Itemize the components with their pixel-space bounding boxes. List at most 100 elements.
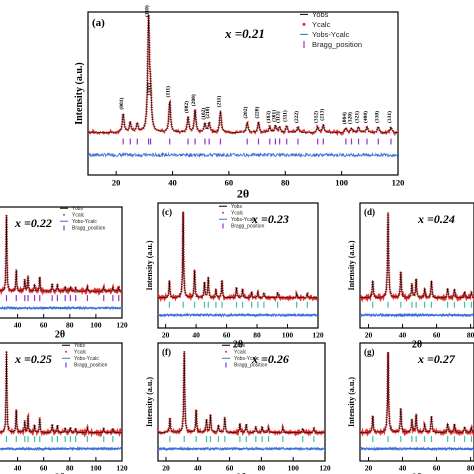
x-tick-label: 60	[433, 464, 441, 473]
legend-entry: Yobs-Ycalc	[231, 217, 256, 223]
y-axis-label: Intensity (a.u.)	[347, 377, 356, 427]
series-ycalc-line	[0, 351, 122, 433]
hkl-label: (321)	[354, 111, 361, 123]
x-tick-label: 20	[365, 331, 373, 340]
hkl-label: (400)	[362, 111, 369, 123]
x-tick-label: 120	[312, 331, 324, 340]
plot-area	[0, 214, 122, 311]
chart-panel-c: 20 40 60 80 100 120 2θ Intensity (a.u.) (c) x =0.…	[145, 202, 324, 351]
series-ycalc-line	[158, 211, 318, 299]
chart-panel-a: (001) (110) (101) (111) (002)(200)(102)(210)…	[74, 5, 404, 200]
panel-label: (d)	[364, 207, 375, 217]
hkl-label: (004)	[341, 112, 348, 124]
panel-label: (g)	[364, 347, 375, 357]
x-tick-label: 120	[116, 321, 128, 330]
hkl-label: (210)	[204, 106, 211, 118]
plot-area	[158, 351, 325, 452]
x-tick-label: 40	[399, 464, 407, 473]
chart-panel-f: 20 40 60 80 100 120 2θ Intensity (a.u.) (f) x =0.…	[145, 342, 331, 474]
x-tick-label: 60	[223, 331, 231, 340]
x-axis-label: 2θ	[237, 187, 249, 201]
x-tick-label: 60	[40, 464, 48, 473]
series-difference-line	[88, 151, 398, 159]
x-tick-label: 60	[225, 178, 234, 188]
plot-frame	[157, 342, 326, 462]
hkl-label: (110)	[144, 5, 151, 17]
panel-label: (c)	[162, 207, 172, 217]
x-tick-label: 80	[281, 178, 290, 188]
x-tick-label: 120	[116, 464, 128, 473]
legend-entry: Ycalc	[312, 20, 331, 29]
hkl-label: (312)	[313, 111, 320, 123]
legend-entry: Yobs-Ycalc	[74, 356, 99, 362]
y-axis-label: Intensity (a.u.)	[347, 240, 356, 290]
plot-frame	[359, 202, 474, 329]
composition-label: x =0.24	[417, 212, 455, 226]
x-tick-label: 80	[467, 464, 474, 473]
legend-entry: Ycalc	[231, 211, 244, 217]
hkl-label: (222)	[293, 111, 300, 123]
x-axis-label: 2θ	[55, 330, 65, 341]
panel-label: (f)	[162, 347, 171, 357]
legend-entry: Bragg_position	[312, 40, 362, 49]
x-tick-label: 40	[14, 321, 22, 330]
chart-panel-g: 20 40 60 80 2θ Intensity (a.u.) (g) x =0.27	[347, 342, 474, 474]
series-ycalc-line	[88, 14, 398, 133]
x-tick-label: 20	[162, 464, 170, 473]
plot-frame	[359, 342, 474, 462]
plot-area	[360, 212, 474, 318]
composition-label: x =0.22	[14, 216, 52, 230]
x-tick-label: 40	[194, 464, 202, 473]
legend-swatch	[63, 213, 65, 216]
legend-entry: Yobs	[72, 206, 83, 212]
y-axis-label: Intensity (a.u.)	[145, 240, 154, 290]
series-difference-line	[0, 446, 122, 452]
legend-swatch	[302, 22, 306, 26]
plot-frame	[0, 206, 123, 319]
plot-area	[158, 211, 318, 318]
x-tick-label: 60	[226, 464, 234, 473]
x-axis-label: 2θ	[236, 473, 246, 474]
series-ycalc-line	[0, 214, 122, 292]
panel-label: (a)	[92, 17, 105, 29]
legend-swatch	[225, 350, 227, 353]
x-tick-label: 80	[66, 464, 74, 473]
x-tick-label: 100	[282, 331, 294, 340]
legend-entry: Bragg_position	[231, 224, 265, 230]
legend-entry: Yobs	[234, 343, 245, 349]
hkl-label: (213)	[318, 109, 325, 121]
hkl-label: (002)	[183, 101, 190, 113]
hkl-label: (111)	[165, 86, 172, 97]
hkl-label: (331)	[386, 111, 393, 123]
plot-frame	[87, 11, 399, 176]
legend-entry: Yobs	[74, 343, 85, 349]
plot-area	[0, 351, 122, 452]
x-tick-label: 20	[112, 178, 121, 188]
x-tick-label: 80	[66, 321, 74, 330]
legend-entry: Bragg_position	[74, 363, 108, 369]
hkl-label: (202)	[242, 106, 249, 118]
series-difference-line	[360, 446, 474, 452]
hkl-label: (330)	[373, 111, 380, 123]
x-axis-label: 2θ	[233, 340, 243, 351]
legend-entry: Ycalc	[72, 213, 85, 219]
x-tick-label: 40	[192, 331, 200, 340]
hkl-label: (301)	[270, 110, 277, 122]
x-tick-label: 100	[288, 464, 300, 473]
y-axis-label: Intensity (a.u.)	[145, 377, 154, 427]
chart-panel-b: 40 60 80 100 120 2θ x =0.22 YobsYcalcYobs-Ycalc…	[0, 206, 128, 341]
composition-label: x =0.25	[14, 352, 52, 366]
chart-panel-e: 40 60 80 100 120 2θ x =0.25 YobsYcalcYobs-Ycalc…	[0, 342, 128, 474]
hkl-label: (220)	[254, 106, 261, 118]
legend-entry: Bragg_position	[72, 226, 106, 232]
x-tick-label: 100	[335, 178, 348, 188]
x-axis-label: 2θ	[412, 340, 422, 351]
hkl-label: (113)	[275, 111, 282, 123]
composition-label: x =0.23	[251, 212, 289, 226]
x-tick-label: 100	[90, 321, 102, 330]
legend-entry: Yobs-Ycalc	[72, 219, 97, 225]
x-tick-label: 60	[433, 331, 441, 340]
hkl-label: (200)	[190, 94, 197, 106]
composition-label: x =0.21	[224, 26, 265, 41]
